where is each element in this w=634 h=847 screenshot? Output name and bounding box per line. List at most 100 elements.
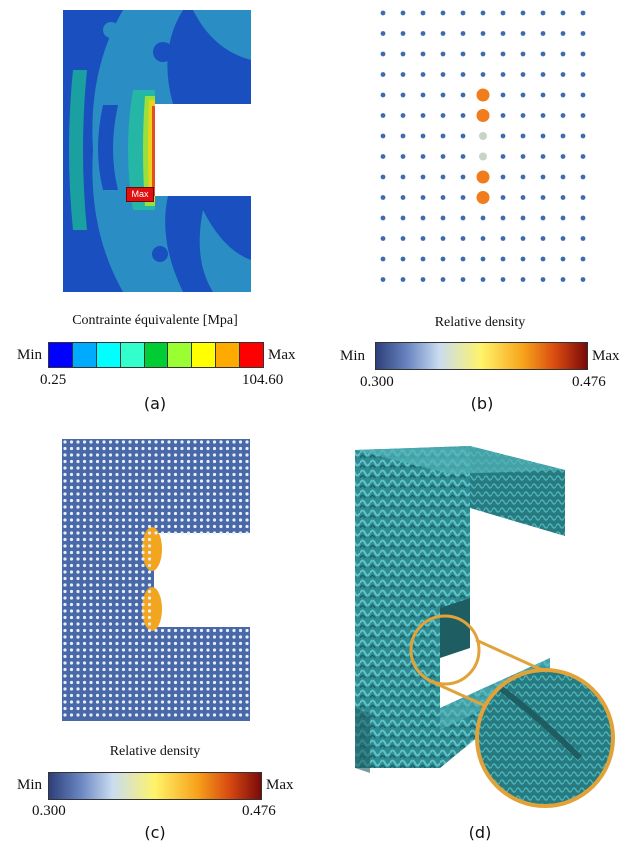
lattice-node [460, 113, 466, 118]
lattice-cell [154, 648, 158, 652]
lattice-cell [147, 440, 152, 444]
lattice-cell [108, 511, 113, 516]
lattice-cell [63, 628, 67, 633]
lattice-cell [173, 440, 178, 444]
lattice-cell [115, 570, 119, 574]
lattice-cell [102, 485, 106, 490]
lattice-cell [238, 518, 243, 522]
lattice-cell [102, 641, 106, 646]
lattice-cell [82, 472, 87, 477]
lattice-node [380, 277, 386, 282]
lattice-cell [154, 453, 158, 457]
lattice-cell [199, 485, 204, 490]
lattice-cell [82, 440, 87, 444]
lattice-cell [232, 518, 236, 522]
lattice-node [420, 113, 426, 118]
lattice-cell [108, 453, 113, 457]
lattice-cell [147, 563, 152, 568]
lattice-cell [206, 674, 210, 678]
lattice-cell [238, 674, 243, 678]
lattice-cell [245, 674, 249, 678]
lattice-node [400, 113, 406, 118]
lattice-cell [147, 453, 152, 457]
stress-contour-map [63, 10, 251, 292]
lattice-cell [95, 654, 100, 659]
lattice-cell [63, 511, 67, 516]
lattice-cell [186, 453, 191, 457]
lattice-cell [82, 446, 87, 451]
lattice-cell [147, 628, 152, 633]
lattice-cell [141, 563, 145, 568]
lattice-cell [76, 680, 80, 685]
lattice-cell [212, 446, 217, 451]
lattice-cell [180, 628, 184, 633]
lattice-cell [206, 713, 210, 717]
lattice-cell [69, 453, 74, 457]
lattice-cell [186, 531, 191, 535]
lattice-cell [167, 641, 171, 646]
lattice-cell [108, 459, 113, 464]
lattice-cell [147, 492, 152, 496]
lattice-cell [154, 700, 158, 704]
colorbar-title: Relative density [434, 315, 526, 330]
lattice-cell [95, 472, 100, 477]
lattice-cell [134, 635, 139, 639]
lattice-cell [212, 687, 217, 691]
lattice-node [520, 256, 526, 262]
lattice-cell [238, 446, 243, 451]
lattice-cell [134, 661, 139, 665]
lattice-cell [128, 628, 132, 633]
lattice-cell [147, 466, 152, 470]
lattice-cell [225, 706, 230, 711]
lattice-node [560, 277, 566, 282]
lattice-cell [167, 511, 171, 516]
lattice-cell [134, 641, 139, 646]
lattice-cell [199, 667, 204, 672]
lattice-cell [115, 479, 119, 483]
lattice-cell [108, 524, 113, 529]
lattice-cell [89, 518, 93, 522]
lattice-node [460, 92, 466, 98]
lattice-cell [225, 446, 230, 451]
lattice-node [400, 92, 406, 98]
lattice-cell [102, 511, 106, 516]
lattice-cell [115, 687, 119, 691]
lattice-cell [154, 641, 158, 646]
lattice-cell [134, 453, 139, 457]
lattice-cell [154, 531, 158, 535]
lattice-cell [82, 576, 87, 581]
lattice-cell [154, 693, 158, 698]
lattice-cell [95, 583, 100, 587]
lattice-cell [219, 518, 223, 522]
lattice-cell [89, 498, 93, 503]
lattice-cell [225, 674, 230, 678]
lattice-cell [108, 576, 113, 581]
lattice-cell [69, 687, 74, 691]
lattice-cell [245, 440, 249, 444]
lattice-cell [186, 706, 191, 711]
lattice-cell [154, 635, 158, 639]
lattice-cell [245, 680, 249, 685]
lattice-cell [199, 635, 204, 639]
lattice-cell [128, 459, 132, 464]
lattice-node [480, 31, 486, 36]
lattice-cell [180, 479, 184, 483]
lattice-node [420, 215, 426, 221]
lattice-cell [141, 700, 145, 704]
lattice-node [460, 72, 466, 77]
lattice-cell [63, 440, 67, 444]
lattice-cell [89, 485, 93, 490]
lattice-cell [108, 531, 113, 535]
lattice-cell [76, 485, 80, 490]
lattice-cell [128, 485, 132, 490]
lattice-cell [141, 602, 145, 607]
lattice-node [580, 236, 586, 241]
lattice-node [400, 256, 406, 262]
lattice-cell [141, 667, 145, 672]
lattice-node [400, 154, 406, 159]
lattice-cell [89, 602, 93, 607]
lattice-cell [95, 492, 100, 496]
lattice-cell [82, 505, 87, 509]
lattice-cell [82, 622, 87, 626]
lattice-node [580, 195, 586, 200]
